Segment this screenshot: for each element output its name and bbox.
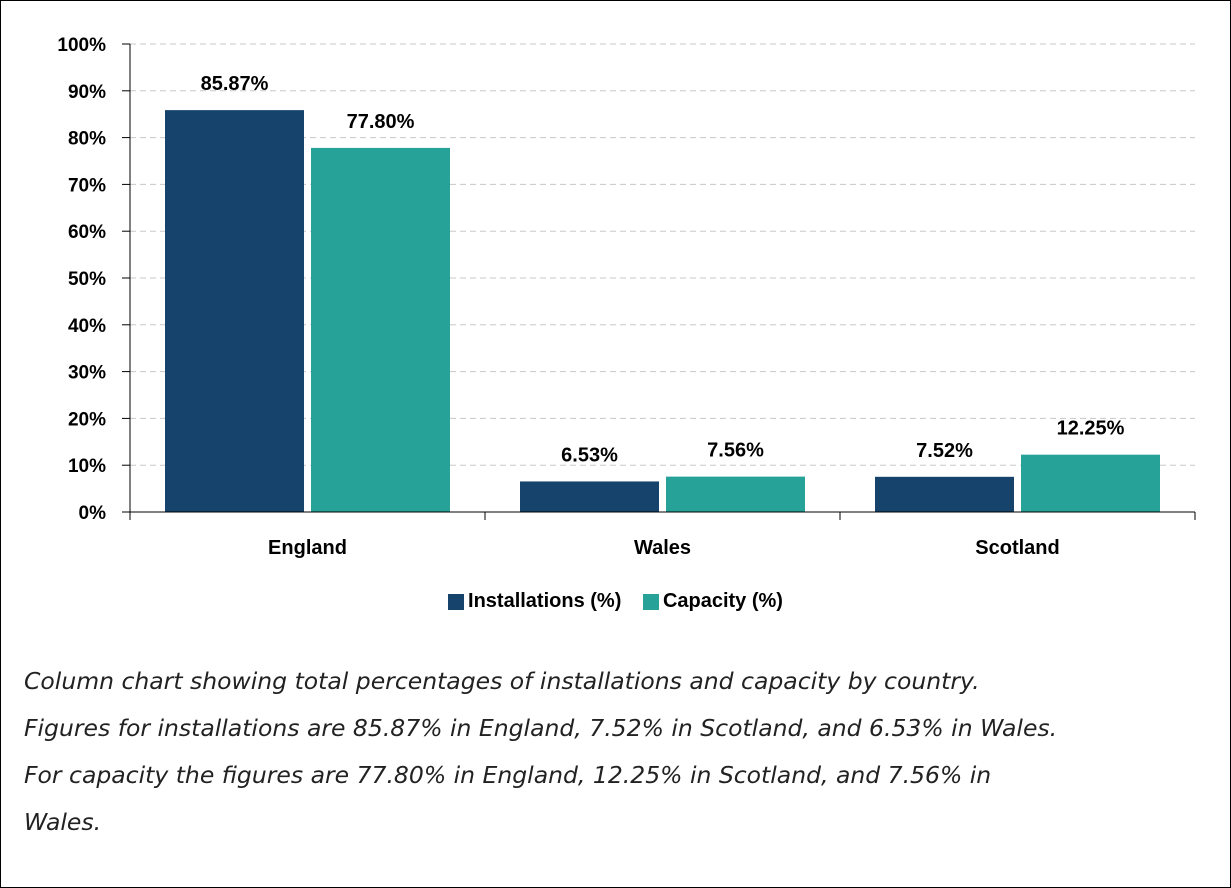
y-tick-label: 90% — [68, 82, 106, 103]
legend: Installations (%) Capacity (%) — [0, 590, 1231, 616]
caption-line: Wales. — [24, 808, 102, 836]
y-axis-ticks: 0% 10% 20% 30% 40% 50% 60% 70% 80% 90% 100% — [57, 35, 130, 524]
y-tick-label: 50% — [68, 269, 106, 290]
data-label: 7.56% — [707, 440, 764, 462]
caption-line: Column chart showing total percentages o… — [24, 667, 980, 695]
bar-england-capacity — [311, 147, 450, 512]
bar-scotland-installations — [875, 476, 1014, 512]
x-axis: England Wales Scotland — [129, 44, 1196, 559]
x-category-label: Scotland — [975, 537, 1059, 559]
legend-label-capacity: Capacity (%) — [662, 590, 783, 612]
bars — [165, 110, 1160, 512]
legend-label-installations: Installations (%) — [468, 590, 622, 612]
bar-scotland-capacity — [1021, 454, 1160, 512]
data-labels: 85.87% 77.80% 6.53% 7.56% 7.52% 12.25% — [201, 73, 1125, 466]
y-tick-label: 80% — [68, 129, 106, 150]
y-tick-label: 60% — [68, 222, 106, 243]
x-category-label: England — [268, 537, 347, 559]
bar-wales-capacity — [666, 476, 805, 512]
bar-england-installations — [165, 110, 304, 512]
legend-swatch-installations — [448, 593, 465, 610]
data-label: 85.87% — [201, 73, 269, 95]
caption-line: Figures for installations are 85.87% in … — [24, 714, 1058, 742]
chart-caption: Column chart showing total percentages o… — [24, 658, 1214, 846]
x-category-label: Wales — [634, 537, 691, 559]
caption-line: For capacity the figures are 77.80% in E… — [24, 761, 992, 789]
y-tick-label: 40% — [68, 316, 106, 337]
data-label: 6.53% — [561, 444, 618, 466]
bar-wales-installations — [520, 481, 659, 512]
legend-item-installations: Installations (%) — [448, 590, 621, 613]
y-tick-label: 0% — [79, 503, 107, 524]
data-label: 12.25% — [1057, 418, 1125, 440]
gridlines — [130, 43, 1195, 466]
y-tick-label: 10% — [68, 456, 106, 477]
data-label: 7.52% — [916, 440, 973, 462]
y-tick-label: 20% — [68, 409, 106, 430]
legend-item-capacity: Capacity (%) — [642, 590, 783, 613]
y-tick-label: 100% — [57, 35, 106, 56]
y-tick-label: 70% — [68, 175, 106, 196]
column-chart: 0% 10% 20% 30% 40% 50% 60% 70% 80% 90% 100% 85.87%… — [57, 35, 1196, 559]
y-tick-label: 30% — [68, 363, 106, 384]
legend-swatch-capacity — [642, 593, 659, 610]
data-label: 77.80% — [347, 111, 415, 133]
